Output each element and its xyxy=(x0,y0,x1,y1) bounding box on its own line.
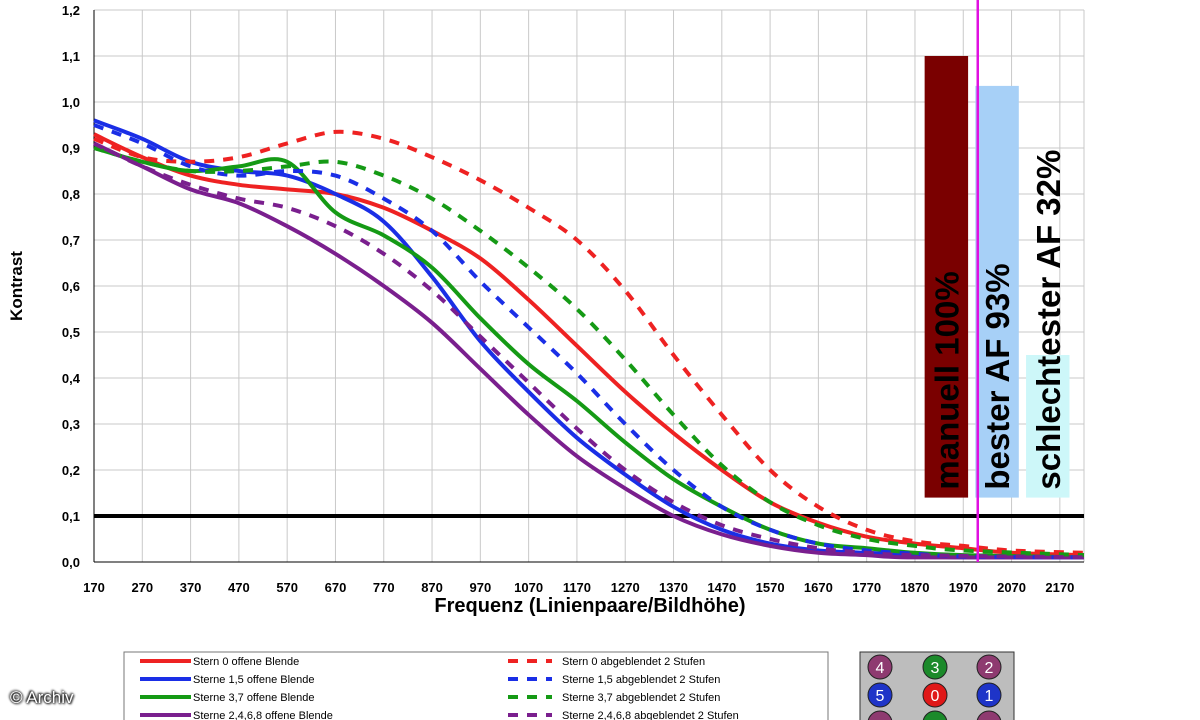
legend-box xyxy=(123,651,829,720)
star-ball xyxy=(922,654,948,680)
x-tick-label: 970 xyxy=(469,580,491,595)
bar-label: bester AF 93% xyxy=(979,263,1016,489)
x-tick-label: 370 xyxy=(180,580,202,595)
y-tick-label: 0,8 xyxy=(62,187,80,202)
y-tick-label: 0,7 xyxy=(62,233,80,248)
x-tick-label: 1170 xyxy=(563,580,591,595)
series-group xyxy=(93,118,1085,560)
bar-label: manuell 100% xyxy=(928,271,965,489)
star-ball-label: 2 xyxy=(985,660,994,677)
y-tick-label: 0,5 xyxy=(62,325,80,340)
star-ball xyxy=(867,654,893,680)
star-ball xyxy=(976,682,1002,708)
x-tick-label: 1670 xyxy=(804,580,833,595)
x-tick-label: 270 xyxy=(131,580,153,595)
x-tick-label: 1270 xyxy=(611,580,640,595)
y-tick-label: 0,2 xyxy=(62,463,80,478)
x-tick-label: 1570 xyxy=(756,580,785,595)
legend-label: Sterne 1,5 offene Blende xyxy=(193,674,315,686)
star-ball-label: 3 xyxy=(931,660,940,677)
bar xyxy=(1026,355,1070,498)
y-tick-label: 0,1 xyxy=(62,509,80,524)
star-ball xyxy=(976,654,1002,680)
legend-label: Stern 0 offene Blende xyxy=(193,656,299,668)
y-tick-label: 0,4 xyxy=(62,371,81,386)
bar xyxy=(975,85,1019,498)
legend-label: Stern 0 abgeblendet 2 Stufen xyxy=(562,656,705,668)
x-tick-label: 170 xyxy=(83,580,105,595)
tick-labels: 170 270 370 470 570 670 770 870 970 1070 1170 1270 1… xyxy=(62,3,1074,595)
bar xyxy=(924,56,969,498)
star-ball-label: 5 xyxy=(876,688,885,705)
star-ball-label: 4 xyxy=(876,660,885,677)
x-tick-label: 770 xyxy=(373,580,395,595)
star-ball xyxy=(867,710,893,720)
x-tick-label: 1370 xyxy=(659,580,688,595)
legend-label: Sterne 2,4,6,8 offene Blende xyxy=(193,710,333,720)
y-tick-label: 1,0 xyxy=(62,95,80,110)
series-line xyxy=(93,146,1085,558)
series-line xyxy=(93,141,1085,560)
series-line xyxy=(93,132,1085,558)
star-ball xyxy=(976,710,1002,720)
x-tick-label: 2170 xyxy=(1045,580,1074,595)
star-ball-label: 1 xyxy=(985,688,994,705)
legend-label: Sterne 2,4,6,8 abgeblendet 2 Stufen xyxy=(562,710,739,720)
y-tick-label: 0,6 xyxy=(62,279,80,294)
series-line xyxy=(93,141,1085,560)
x-axis-label: Frequenz (Linienpaare/Bildhöhe) xyxy=(434,595,745,617)
y-tick-label: 1,2 xyxy=(62,3,80,18)
star-ball xyxy=(922,710,948,720)
x-tick-label: 670 xyxy=(325,580,347,595)
star-grid: 4 3 2 5 0 1 xyxy=(859,651,1015,720)
bar-label: schlechtester AF 32% xyxy=(1030,150,1067,490)
legend-label: Sterne 1,5 abgeblendet 2 Stufen xyxy=(562,674,720,686)
x-tick-label: 1470 xyxy=(707,580,736,595)
legend: Stern 0 offene Blende Sterne 1,5 offene B… xyxy=(123,651,829,720)
y-axis-label: Kontrast xyxy=(7,251,26,321)
star-ball xyxy=(867,682,893,708)
legend-label: Sterne 3,7 offene Blende xyxy=(193,692,315,704)
watermark: © Archiv xyxy=(10,688,74,707)
x-tick-label: 470 xyxy=(228,580,250,595)
y-tick-label: 0,0 xyxy=(62,555,80,570)
x-tick-label: 1870 xyxy=(901,580,930,595)
x-tick-label: 1970 xyxy=(949,580,978,595)
legend-label: Sterne 3,7 abgeblendet 2 Stufen xyxy=(562,692,720,704)
star-ball-label: 0 xyxy=(931,688,940,705)
bar-group: manuell 100% bester AF 93% schlechtester A… xyxy=(924,56,1070,498)
x-tick-label: 870 xyxy=(421,580,443,595)
x-tick-label: 1070 xyxy=(514,580,543,595)
x-tick-label: 2070 xyxy=(997,580,1026,595)
star-ball xyxy=(922,682,948,708)
series-line xyxy=(93,123,1085,560)
y-tick-label: 0,3 xyxy=(62,417,80,432)
x-tick-label: 1770 xyxy=(852,580,881,595)
y-tick-label: 0,9 xyxy=(62,141,80,156)
x-tick-label: 570 xyxy=(276,580,298,595)
y-tick-label: 1,1 xyxy=(62,49,80,64)
series-line xyxy=(93,146,1085,560)
